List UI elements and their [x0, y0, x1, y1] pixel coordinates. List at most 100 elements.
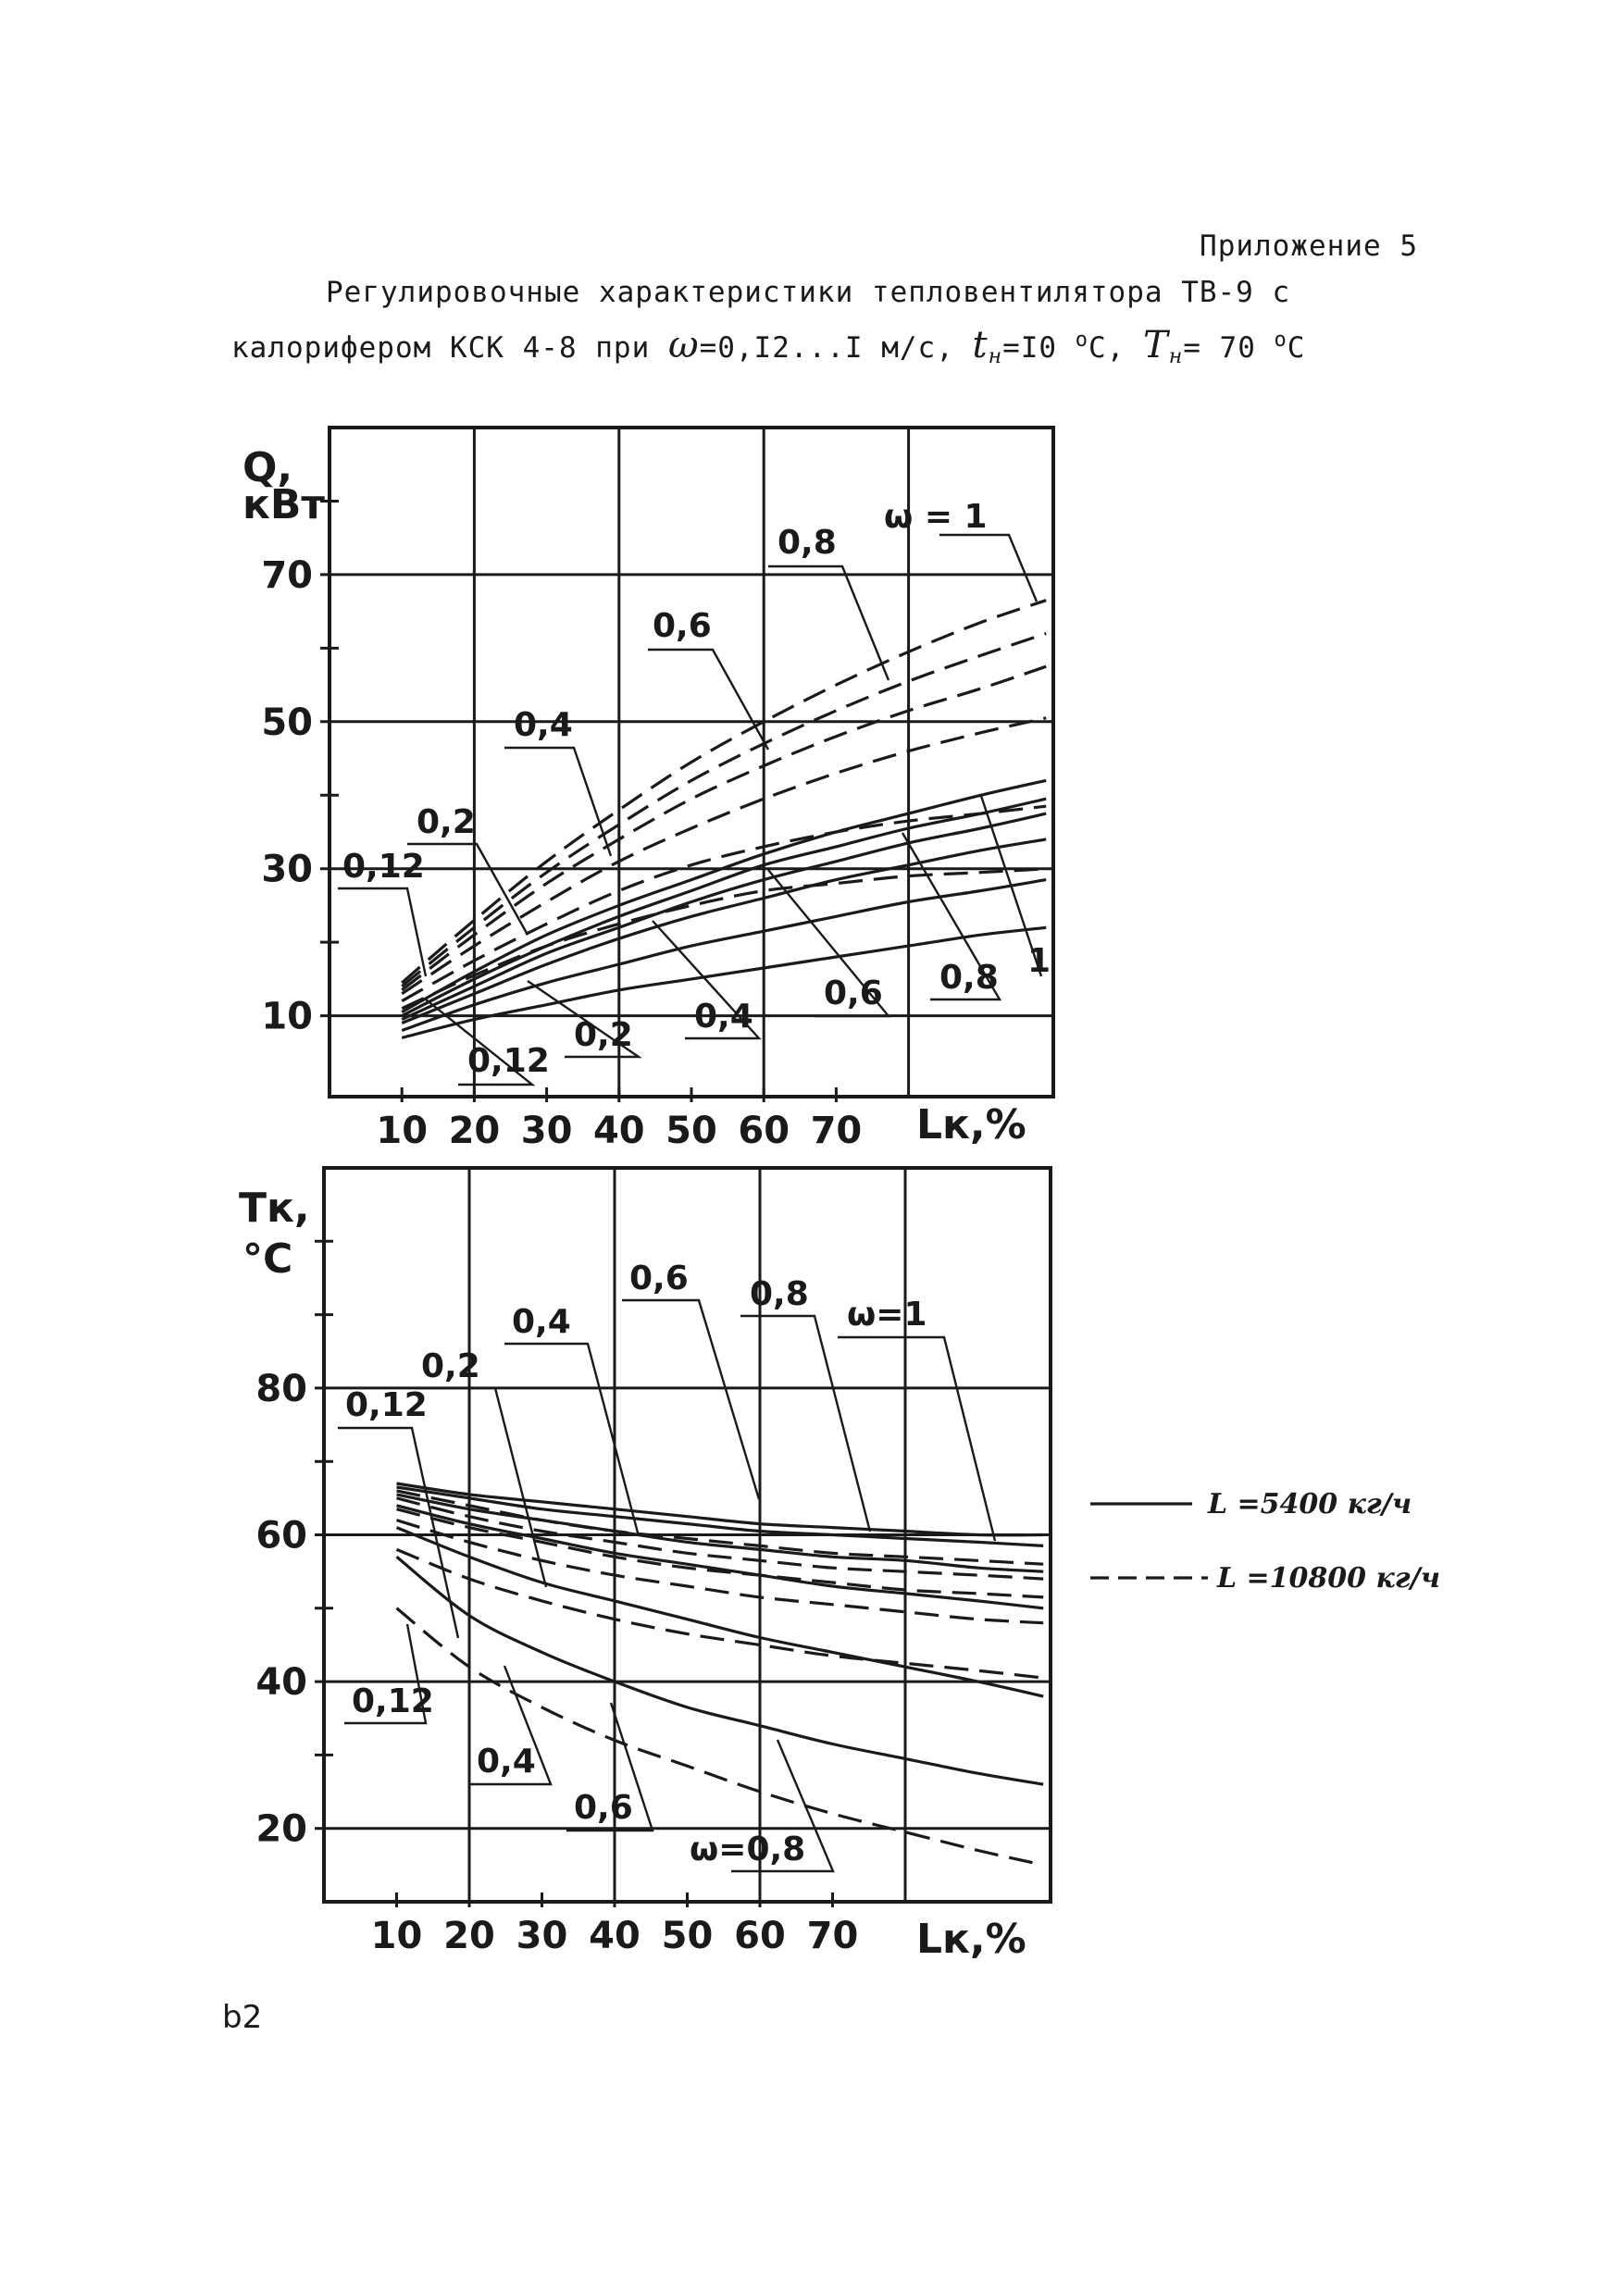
series-curve	[395, 1547, 1044, 1680]
leader-omega-1-bot	[838, 1335, 997, 1542]
x-tick-label: 30	[521, 1110, 573, 1152]
label-06-bot: 0,6	[629, 1260, 689, 1297]
air-temperature-y-label-unit: °C	[243, 1235, 292, 1283]
appendix-label: Приложение 5	[1200, 230, 1418, 263]
x-tick-label: 40	[589, 1915, 641, 1957]
label-omega-08-bot: ω=0,8	[690, 1831, 805, 1868]
y-tick-label: 10	[261, 996, 313, 1038]
x-tick-label: 70	[811, 1110, 863, 1152]
series-curve	[401, 716, 1047, 996]
series-curve	[401, 797, 1047, 1018]
t-symbol: t	[972, 324, 989, 366]
heat-output-y-label-q: Q,	[243, 444, 292, 491]
leader-02-top	[407, 842, 529, 936]
leader-08-a-top	[768, 565, 890, 681]
label-04-b-bot: 0,4	[477, 1743, 536, 1781]
series-curve	[395, 1556, 1044, 1786]
x-tick-label: 40	[593, 1110, 645, 1152]
leader-omega-1-top	[939, 533, 1039, 602]
heat-output-curves	[401, 599, 1047, 1039]
leader-omega-08-bot	[731, 1739, 835, 1873]
leader-04-bot	[504, 1342, 641, 1537]
label-08-b-top: 0,8	[939, 959, 999, 997]
series-curve	[396, 1482, 1044, 1537]
title-text-e: = 70	[1183, 331, 1256, 365]
heat-output-y-label-unit: кВт	[243, 481, 325, 528]
y-tick-label: 70	[261, 554, 313, 597]
t-subscript: н	[988, 345, 1003, 368]
leader-012-b-bot	[344, 1623, 428, 1725]
title-text-d: C,	[1088, 331, 1126, 365]
y-tick-label: 60	[255, 1515, 307, 1558]
heat-output-x-label: Lк,%	[916, 1101, 1026, 1148]
air-temperature-curve-labels: 0,6 0,8 ω=1 0,4 0,2 0,12 0,12 0,4 0,6 ω=…	[338, 1260, 997, 1873]
y-tick-label: 80	[255, 1368, 307, 1410]
series-curve	[401, 804, 1047, 1003]
label-04-top: 0,4	[514, 706, 573, 744]
heat-output-chart: 10 30 50 70 10 20 30 40 50 60 70 Q, кВт Lк,% ω = 1…	[243, 426, 1055, 1152]
series-curve	[401, 812, 1047, 1022]
series-curve	[396, 1485, 1044, 1547]
label-06-top: 0,6	[653, 607, 712, 645]
series-curve	[396, 1504, 1044, 1610]
title-line-2: калорифером КСК 4-8 при ω=0,I2...I м/с, …	[231, 324, 1305, 368]
legend: L =5400 кг/ч L =10800 кг/ч	[1090, 1488, 1440, 1595]
y-tick-label: 30	[261, 849, 313, 891]
leader-04-top	[504, 746, 613, 857]
series-curve	[395, 1607, 1044, 1867]
label-08-bot: 0,8	[750, 1275, 809, 1313]
title-text-f: C	[1287, 331, 1306, 365]
y-tick-label: 20	[255, 1808, 307, 1851]
legend-dashed-label: L =10800 кг/ч	[1216, 1562, 1440, 1595]
heat-output-ticks: 10 30 50 70 10 20 30 40 50 60 70	[261, 499, 863, 1152]
leader-02-bot	[415, 1386, 548, 1588]
series-curve	[401, 867, 1047, 1011]
series-curve	[401, 778, 1047, 1013]
air-temperature-curves	[395, 1482, 1044, 1867]
series-curve	[396, 1496, 1044, 1581]
degree-symbol-1: o	[1075, 329, 1089, 352]
x-tick-label: 60	[734, 1915, 786, 1957]
air-temperature-x-label: Lк,%	[916, 1916, 1026, 1963]
label-06-b-bot: 0,6	[574, 1789, 633, 1827]
label-06-b-top: 0,6	[824, 974, 883, 1012]
series-curve	[401, 925, 1047, 1039]
label-02-top: 0,2	[417, 803, 476, 841]
series-curve	[401, 599, 1047, 985]
heat-output-curve-labels: ω = 1 0,8 0,6 0,4 0,2 0,12 0,12 0,2 0,4 …	[338, 498, 1051, 1086]
leader-06-b-bot	[566, 1702, 654, 1832]
leader-06-bot	[622, 1298, 761, 1500]
label-04-b-top: 0,4	[694, 998, 753, 1036]
page-number: b2	[222, 1999, 263, 2036]
x-tick-label: 60	[738, 1110, 790, 1152]
leader-08-bot	[740, 1314, 872, 1533]
x-tick-label: 10	[376, 1110, 428, 1152]
series-curve	[401, 838, 1047, 1024]
leader-08-b-top	[901, 832, 1002, 1001]
x-tick-label: 50	[665, 1110, 717, 1152]
omega-symbol: ω	[667, 324, 700, 366]
title-text-b: =0,I2...I м/с,	[699, 331, 954, 365]
y-tick-label: 40	[255, 1661, 307, 1704]
series-curve	[395, 1526, 1044, 1698]
leader-012-a-top	[338, 887, 428, 977]
x-tick-label: 30	[516, 1915, 568, 1957]
label-02-b-top: 0,2	[574, 1016, 633, 1054]
series-curve	[401, 664, 1047, 992]
degree-symbol-2: o	[1274, 329, 1287, 352]
series-curve	[396, 1508, 1044, 1599]
y-tick-label: 50	[261, 701, 313, 744]
T-subscript: н	[1168, 345, 1184, 368]
series-curve	[401, 631, 1047, 988]
x-tick-label: 20	[449, 1110, 501, 1152]
air-temperature-y-label-t: Tк,	[239, 1185, 310, 1232]
series-curve	[401, 878, 1047, 1033]
leader-012-b-top	[425, 999, 536, 1086]
series-curve	[396, 1489, 1044, 1566]
series-curve	[396, 1493, 1044, 1573]
T-symbol: T	[1143, 324, 1169, 366]
legend-solid-label: L =5400 кг/ч	[1207, 1488, 1412, 1520]
air-temperature-ticks: 20 40 60 80 10 20 30 40 50 60 70	[255, 1239, 858, 1957]
x-tick-label: 20	[443, 1915, 495, 1957]
